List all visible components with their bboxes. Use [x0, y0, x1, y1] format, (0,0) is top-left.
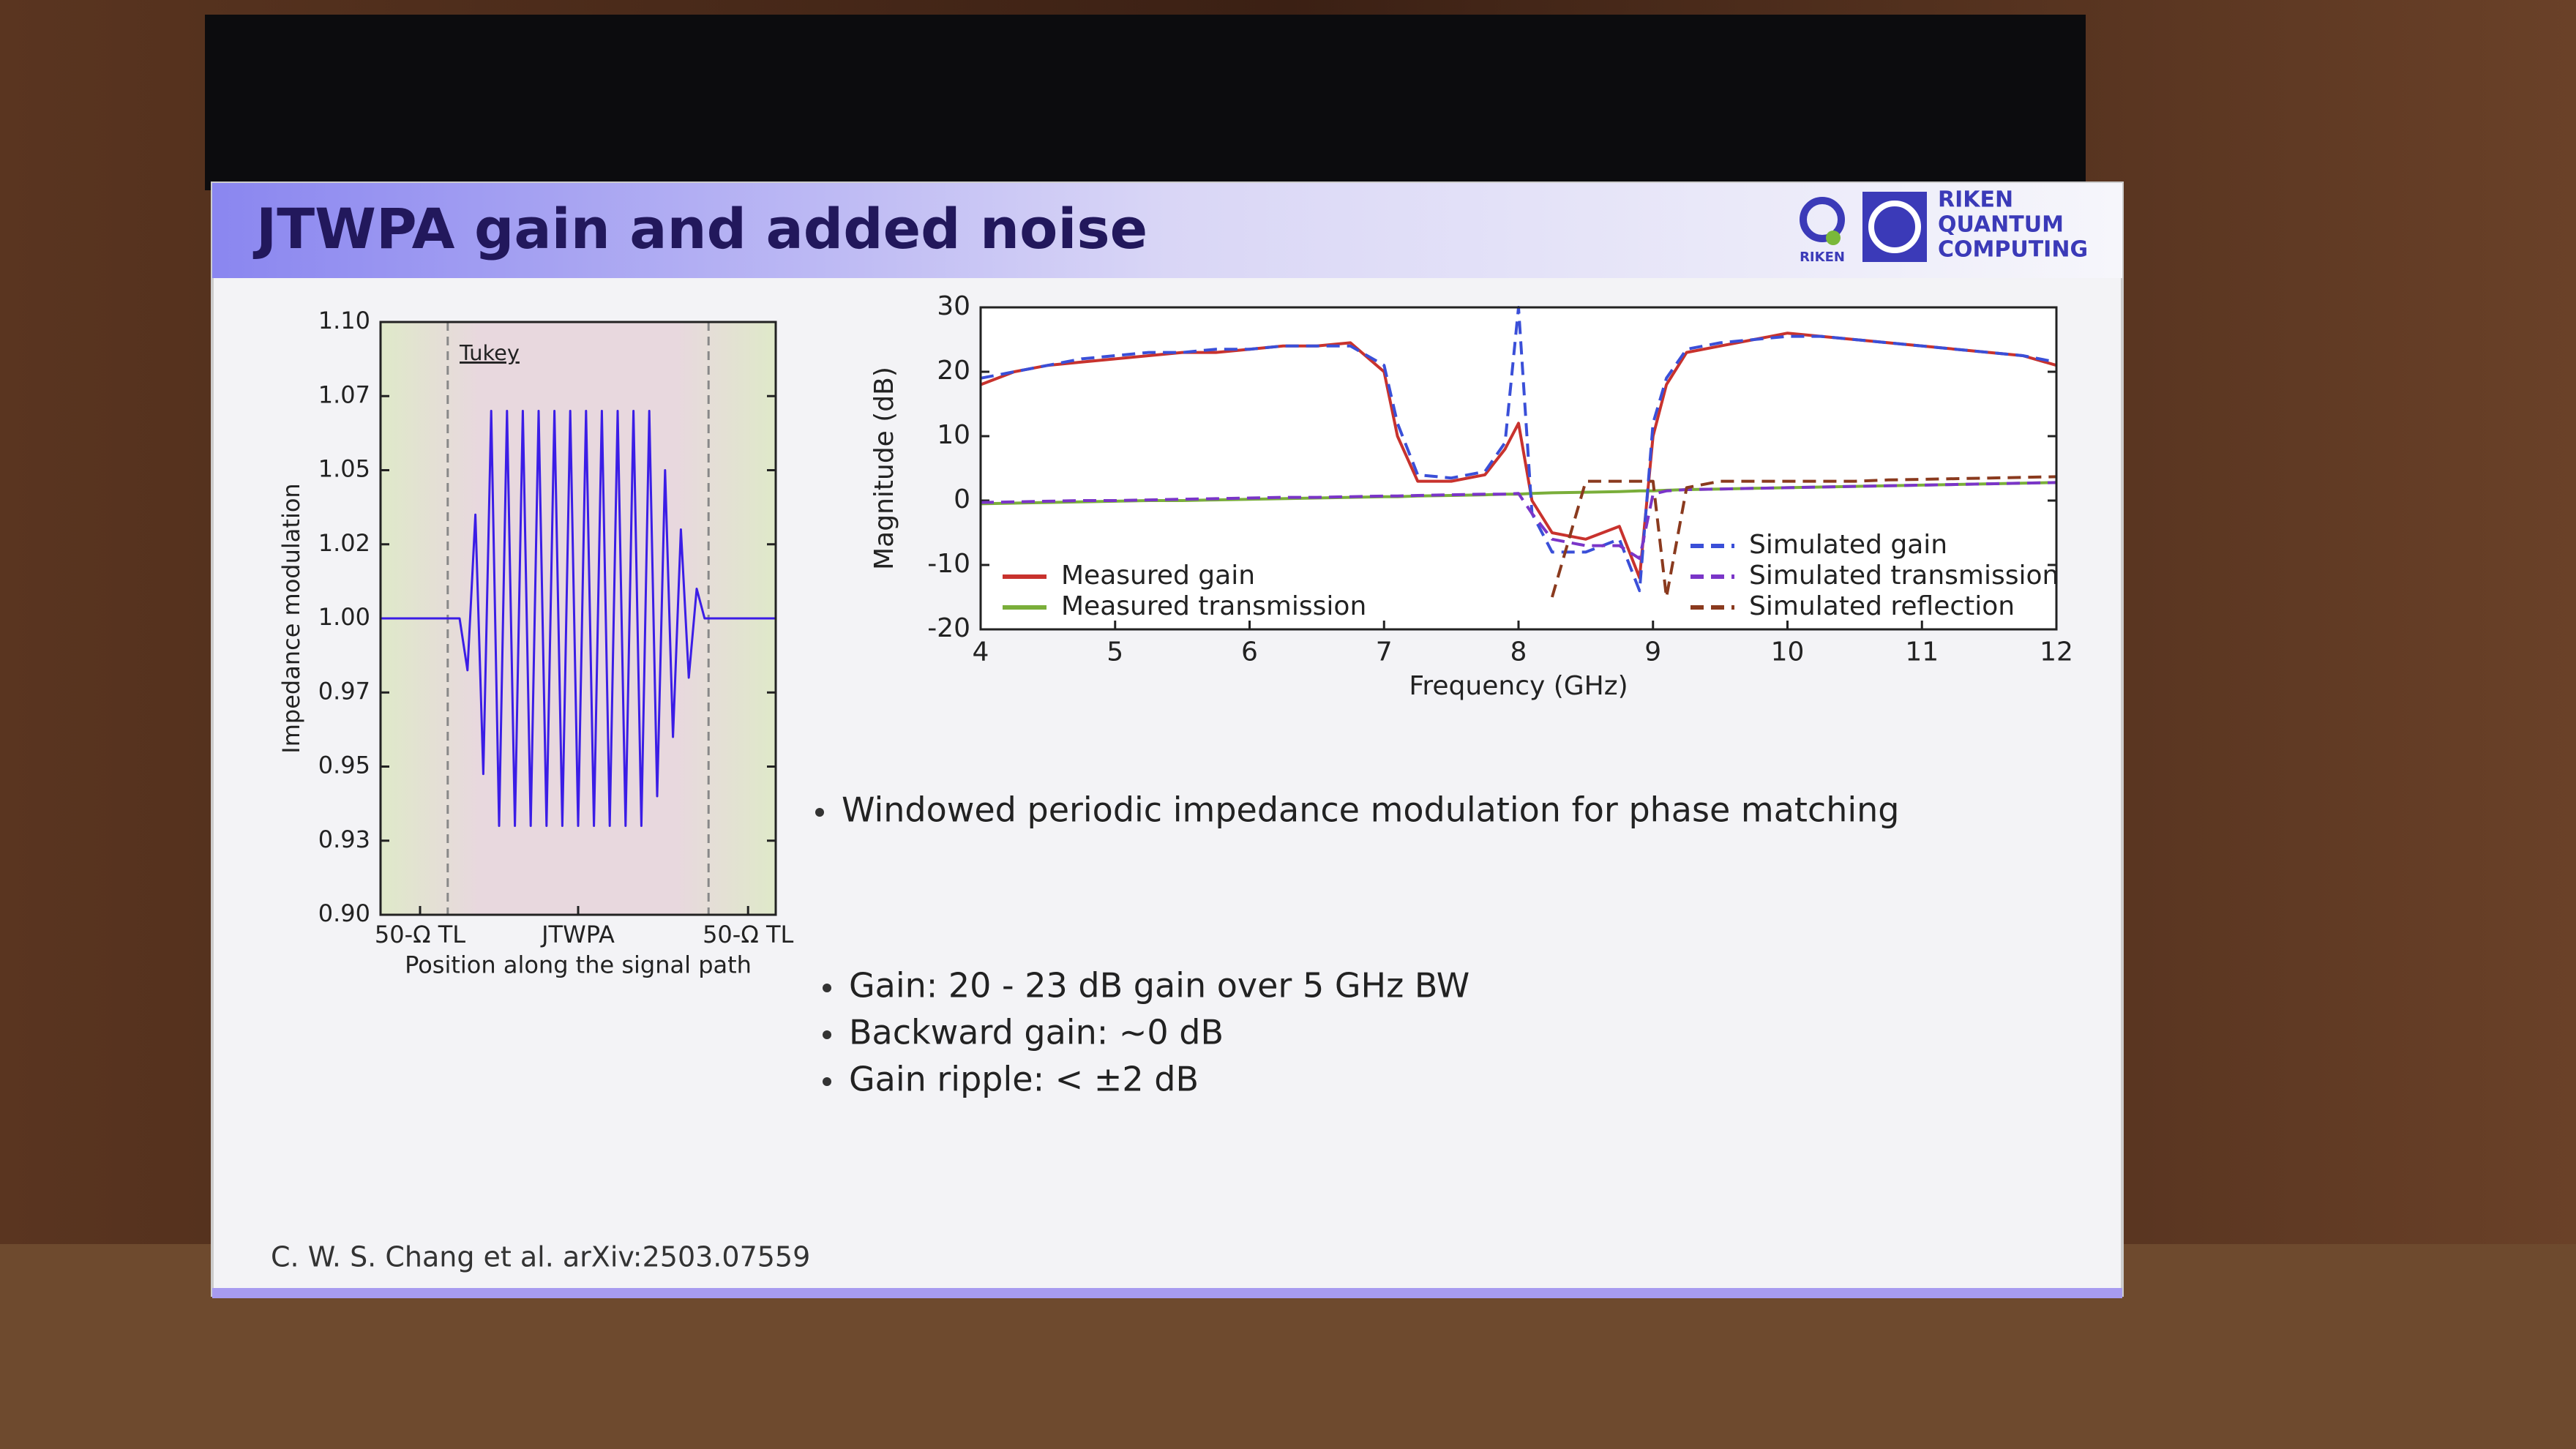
legend-label: Measured gain [1061, 561, 1255, 591]
y-tick-label: 1.07 [318, 381, 370, 408]
y-tick-label: 20 [937, 356, 970, 386]
y-tick-label: 10 [937, 420, 970, 450]
y-tick-label: 1.02 [318, 529, 370, 557]
y-axis-label: Impedance modulation [277, 483, 305, 753]
slide-bottom-bar [212, 1288, 2122, 1298]
y-axis-label: Magnitude (dB) [869, 367, 899, 570]
logo-line: QUANTUM [1938, 212, 2064, 238]
x-tick-label: 11 [1905, 637, 1939, 667]
logo-dot [1826, 231, 1841, 245]
slide-title: JTWPA gain and added noise [252, 196, 1147, 261]
plot-frame [379, 321, 777, 916]
legend-label: Simulated gain [1749, 530, 1947, 560]
legend-label: Simulated transmission [1749, 561, 2059, 591]
line-series [980, 306, 2057, 593]
x-axis-label: Frequency (GHz) [1409, 671, 1628, 701]
plot-background [981, 307, 2056, 629]
y-tick-label: 0.95 [318, 752, 370, 779]
line-series [1550, 475, 2057, 599]
citation: C. W. S. Chang et al. arXiv:2503.07559 [271, 1241, 810, 1273]
x-tick-label: 4 [973, 637, 989, 667]
annotation: Tukey [459, 340, 520, 365]
y-tick-label: 30 [937, 291, 970, 321]
logo-icon [1800, 197, 1845, 242]
bullet-text: Backward gain: ~0 dB [849, 1013, 1224, 1052]
x-tick-label: 5 [1107, 637, 1123, 667]
logo-small: RIKEN [1800, 250, 1845, 265]
y-tick-label: 0.90 [318, 899, 370, 927]
bullet-text: Gain ripple: < ±2 dB [849, 1060, 1199, 1099]
line-series [980, 481, 2057, 561]
x-axis-label: Position along the signal path [405, 951, 752, 978]
x-tick-label: 50-Ω TL [703, 921, 793, 948]
bullet-dot [823, 1077, 831, 1086]
x-tick-label: 10 [1771, 637, 1805, 667]
y-tick-label: 0 [954, 484, 970, 514]
y-tick-label: 0.93 [318, 825, 370, 853]
y-tick-label: -20 [927, 613, 970, 643]
x-tick-label: 8 [1510, 637, 1527, 667]
line-series [381, 410, 776, 827]
x-tick-label: 9 [1644, 637, 1661, 667]
screen-top [205, 15, 2086, 190]
x-tick-label: 7 [1376, 637, 1393, 667]
bullet-dot [823, 1030, 831, 1039]
legend-label: Simulated reflection [1749, 591, 2015, 621]
y-tick-label: -10 [927, 549, 970, 579]
y-tick-label: 1.05 [318, 455, 370, 483]
y-tick-label: 1.00 [318, 603, 370, 631]
bullet-dot [815, 808, 824, 817]
x-tick-label: JTWPA [540, 921, 615, 948]
logo-ring [1868, 201, 1921, 253]
logo-line: RIKEN [1938, 187, 2013, 213]
x-tick-label: 12 [2040, 637, 2073, 667]
bullet-dot [823, 984, 831, 992]
x-tick-label: 6 [1241, 637, 1258, 667]
x-tick-label: 50-Ω TL [375, 921, 465, 948]
bullet-text: Gain: 20 - 23 dB gain over 5 GHz BW [849, 966, 1469, 1006]
plot-frame [979, 306, 2058, 631]
bullet-text: Windowed periodic impedance modulation f… [842, 790, 1900, 830]
y-tick-label: 1.10 [318, 307, 370, 334]
legend-label: Measured transmission [1061, 591, 1366, 621]
logo-line: COMPUTING [1938, 237, 2088, 263]
y-tick-label: 0.97 [318, 677, 370, 705]
